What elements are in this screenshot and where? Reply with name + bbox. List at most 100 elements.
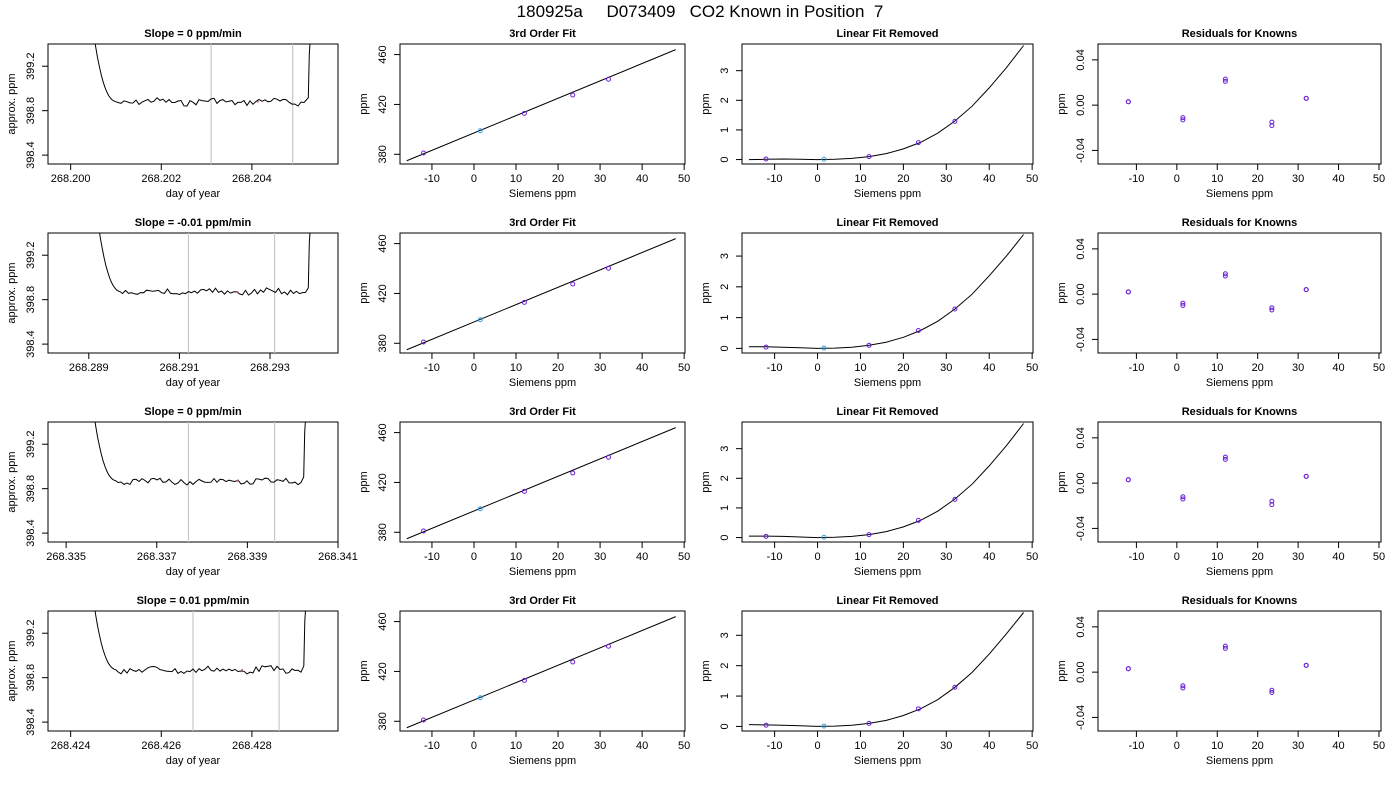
data-point bbox=[570, 470, 576, 476]
x-tick-label: 50 bbox=[678, 173, 690, 185]
plot-frame bbox=[741, 421, 1034, 543]
x-tick-label: -10 bbox=[1128, 551, 1144, 563]
y-axis-label: ppm bbox=[700, 282, 712, 303]
plot-frame bbox=[741, 232, 1034, 354]
y-axis-label: ppm bbox=[358, 660, 370, 681]
x-tick-label: 0 bbox=[814, 173, 820, 185]
data-point bbox=[1269, 123, 1275, 129]
data-point bbox=[521, 677, 527, 683]
y-tick-label: -0.04 bbox=[1075, 516, 1087, 541]
x-tick-label: 10 bbox=[510, 173, 522, 185]
y-tick-label: 420 bbox=[377, 95, 389, 113]
y-axis-label: ppm bbox=[1056, 93, 1068, 114]
x-axis-label: Siemens ppm bbox=[1206, 566, 1273, 578]
data-point bbox=[1222, 273, 1228, 279]
x-tick-label: -10 bbox=[767, 173, 783, 185]
data-point bbox=[866, 154, 872, 160]
x-tick-label: 40 bbox=[636, 362, 648, 374]
panel-title: Slope = -0.01 ppm/min bbox=[135, 217, 252, 229]
panel-r3-c2: 3rd Order Fit Siemens ppm ppm -10 0 10 20 30 40 5… bbox=[358, 406, 690, 578]
x-tick-label: 50 bbox=[1026, 173, 1038, 185]
ppm-trace bbox=[99, 233, 311, 296]
data-point bbox=[952, 684, 958, 690]
data-point bbox=[521, 110, 527, 116]
x-tick-label: 20 bbox=[552, 362, 564, 374]
x-tick-label: 30 bbox=[594, 740, 606, 752]
data-point bbox=[1269, 119, 1275, 125]
x-tick-label: -10 bbox=[1128, 173, 1144, 185]
x-tick-label: 40 bbox=[1332, 173, 1344, 185]
data-point bbox=[1303, 473, 1309, 479]
x-tick-label: 30 bbox=[1292, 173, 1304, 185]
data-point bbox=[1222, 271, 1228, 277]
y-axis-label: ppm bbox=[358, 471, 370, 492]
data-point bbox=[1222, 454, 1228, 460]
data-point bbox=[952, 118, 958, 124]
x-tick-label: 0 bbox=[1174, 740, 1180, 752]
y-tick-label: 0 bbox=[719, 156, 731, 162]
x-tick-label: 268.289 bbox=[69, 362, 109, 374]
panel-title: Residuals for Knowns bbox=[1182, 595, 1298, 607]
panel-title: Residuals for Knowns bbox=[1182, 28, 1298, 40]
y-tick-label: 380 bbox=[377, 712, 389, 730]
x-tick-label: 20 bbox=[1252, 173, 1264, 185]
x-tick-label: 40 bbox=[983, 740, 995, 752]
fit-line bbox=[406, 427, 676, 540]
x-tick-label: 268.200 bbox=[51, 173, 91, 185]
y-tick-label: 398.4 bbox=[25, 519, 37, 547]
y-tick-label: 399.2 bbox=[25, 619, 37, 647]
x-tick-label: 0 bbox=[814, 551, 820, 563]
y-tick-label: 380 bbox=[377, 523, 389, 541]
fit-line bbox=[406, 238, 676, 351]
data-point bbox=[421, 528, 427, 534]
y-tick-label: 2 bbox=[719, 663, 731, 669]
data-point bbox=[1180, 302, 1186, 308]
x-tick-label: 30 bbox=[1292, 551, 1304, 563]
y-tick-label: 0.00 bbox=[1075, 472, 1087, 493]
data-point bbox=[1222, 645, 1228, 651]
data-point bbox=[1269, 307, 1275, 313]
panel-r3-c1: Slope = 0 ppm/min day of year approx. ppm 2… bbox=[6, 406, 358, 578]
data-point bbox=[1269, 690, 1275, 696]
data-point bbox=[952, 496, 958, 502]
x-tick-label: 30 bbox=[940, 740, 952, 752]
y-tick-label: 380 bbox=[377, 145, 389, 163]
x-tick-label: 50 bbox=[678, 362, 690, 374]
x-tick-label: 268.335 bbox=[46, 551, 86, 563]
plot-frame bbox=[1097, 421, 1382, 543]
x-tick-label: 20 bbox=[1252, 740, 1264, 752]
y-axis-label: ppm bbox=[700, 471, 712, 492]
data-point bbox=[605, 265, 611, 271]
y-tick-label: 460 bbox=[377, 234, 389, 252]
x-tick-label: 268.339 bbox=[227, 551, 267, 563]
data-point bbox=[1269, 305, 1275, 311]
y-tick-label: 0.04 bbox=[1075, 427, 1087, 448]
data-point bbox=[821, 156, 827, 162]
x-tick-label: -10 bbox=[767, 740, 783, 752]
y-tick-label: 0.04 bbox=[1075, 616, 1087, 637]
x-tick-label: 10 bbox=[1211, 551, 1223, 563]
y-axis-label: approx. ppm bbox=[6, 640, 18, 701]
x-axis-label: Siemens ppm bbox=[1206, 188, 1273, 200]
data-point bbox=[1303, 662, 1309, 668]
x-tick-label: 0 bbox=[814, 362, 820, 374]
x-tick-label: 30 bbox=[594, 173, 606, 185]
y-tick-label: 399.2 bbox=[25, 241, 37, 269]
data-point bbox=[1125, 289, 1131, 295]
x-axis-label: Siemens ppm bbox=[509, 566, 576, 578]
y-tick-label: 1 bbox=[719, 693, 731, 699]
x-tick-label: 10 bbox=[1211, 362, 1223, 374]
panel-title: Slope = 0 ppm/min bbox=[144, 28, 242, 40]
y-tick-label: 460 bbox=[377, 45, 389, 63]
x-tick-label: -10 bbox=[1128, 362, 1144, 374]
x-axis-label: Siemens ppm bbox=[854, 188, 921, 200]
y-tick-label: 420 bbox=[377, 662, 389, 680]
y-tick-label: -0.04 bbox=[1075, 327, 1087, 352]
panel-title: 3rd Order Fit bbox=[509, 406, 576, 418]
y-tick-label: 3 bbox=[719, 446, 731, 452]
data-point bbox=[477, 695, 483, 701]
data-point bbox=[821, 345, 827, 351]
data-point bbox=[477, 317, 483, 323]
